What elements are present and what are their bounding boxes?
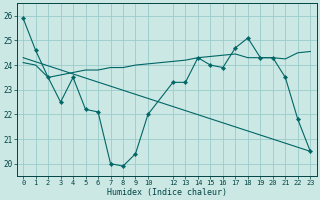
X-axis label: Humidex (Indice chaleur): Humidex (Indice chaleur) [107,188,227,197]
